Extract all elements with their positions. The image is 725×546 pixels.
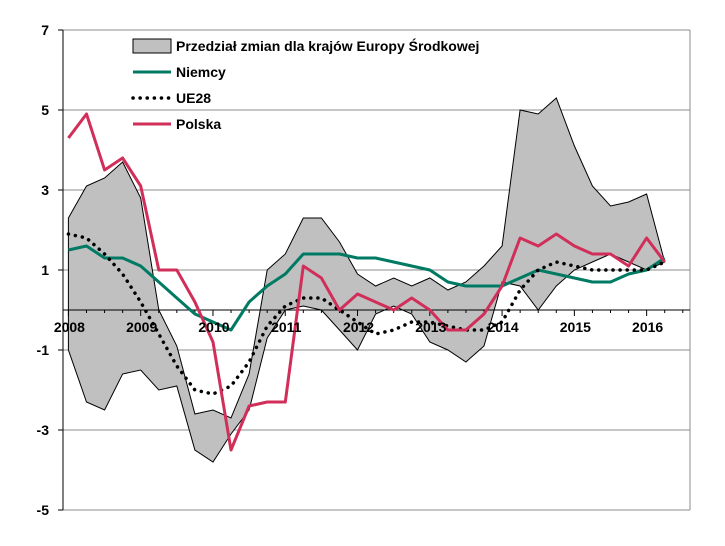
legend-label-polska: Polska <box>176 116 221 132</box>
y-tick-label: -5 <box>37 502 50 518</box>
y-tick-label: -1 <box>37 342 50 358</box>
axes <box>58 29 691 511</box>
x-tick-label: 2010 <box>198 319 229 335</box>
x-tick-label: 2015 <box>560 319 591 335</box>
y-tick-label: 3 <box>41 182 49 198</box>
y-tick-label: 5 <box>41 102 49 118</box>
series-line-polska <box>67 112 666 452</box>
y-tick-label: 1 <box>41 262 49 278</box>
x-axis-tick-labels: 2008 2009 2010 2011 2012 2013 2014 2015 2016 <box>54 319 664 335</box>
series-line-niemcy <box>68 244 666 332</box>
series-lines <box>66 112 667 452</box>
y-tick-label: 7 <box>41 22 49 38</box>
x-tick-label: 2011 <box>271 319 302 335</box>
legend-label-niemcy: Niemcy <box>176 64 226 80</box>
y-tick-label: -3 <box>37 422 50 438</box>
legend-label-band: Przedział zmian dla krajów Europy Środko… <box>176 37 479 54</box>
x-tick-label: 2016 <box>632 319 663 335</box>
x-tick-label: 2012 <box>343 319 374 335</box>
y-axis-tick-labels: 7 5 3 1 -1 -3 -5 <box>37 22 50 518</box>
x-tick-label: 2014 <box>488 319 519 335</box>
legend-swatch-band <box>132 38 172 54</box>
x-tick-label: 2013 <box>415 319 446 335</box>
x-tick-label: 2008 <box>54 319 85 335</box>
series-line-ue28 <box>66 232 667 396</box>
legend-label-ue28: UE28 <box>176 90 211 106</box>
x-tick-label: 2009 <box>126 319 157 335</box>
legend: Przedział zmian dla krajów Europy Środko… <box>131 37 479 132</box>
